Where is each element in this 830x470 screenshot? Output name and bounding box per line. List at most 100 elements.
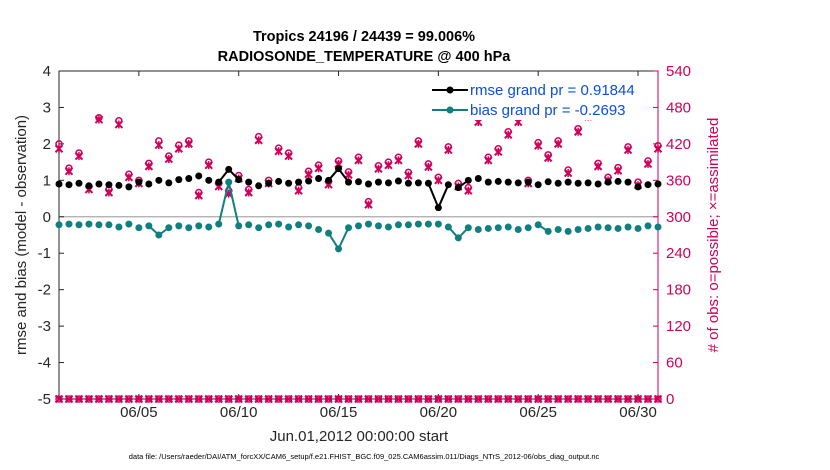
rmse-point — [404, 179, 412, 187]
obs-rejected-point — [214, 394, 223, 404]
obs-rejected-point — [454, 394, 463, 404]
obs-rejected-circle — [294, 395, 303, 403]
rmse-point — [65, 181, 73, 189]
bias-point — [614, 224, 622, 232]
rmse-point — [75, 179, 83, 187]
obs-rejected-stroke — [384, 394, 393, 404]
bias-point — [384, 223, 392, 231]
obs-rejected-circle — [334, 395, 343, 403]
bias-point — [195, 222, 203, 230]
obs-assimilated-point — [284, 151, 293, 161]
rmse-point — [504, 178, 512, 186]
obs-assimilated-point — [74, 151, 84, 161]
obs-rejected-circle — [514, 395, 522, 403]
right-tick-label: 360 — [666, 172, 691, 189]
obs-rejected-circle — [75, 395, 83, 403]
left-tick-label: -5 — [38, 391, 51, 408]
rmse-point — [255, 182, 263, 190]
bias-point — [115, 223, 123, 231]
obs-assimilated-point — [294, 186, 303, 195]
legend-rmse-label: rmse grand pr = 0.91844 — [470, 82, 635, 99]
obs-rejected-point — [494, 394, 503, 404]
x-tick-label: 06/15 — [320, 404, 358, 421]
rmse-point — [394, 177, 402, 185]
rmse-point — [494, 177, 502, 185]
bias-point — [574, 226, 582, 234]
rmse-point — [145, 180, 153, 188]
obs-rejected-stroke — [454, 394, 463, 404]
obs-rejected-point — [394, 394, 403, 404]
obs-rejected-circle — [554, 395, 562, 403]
rmse-point — [195, 172, 203, 180]
obs-rejected-stroke — [174, 394, 184, 404]
bias-point — [265, 221, 273, 229]
obs-rejected-point — [84, 394, 94, 404]
obs-rejected-point — [94, 394, 104, 404]
obs-rejected-circle — [524, 395, 532, 403]
bias-point — [474, 226, 482, 234]
rmse-point — [374, 178, 382, 186]
obs-rejected-point — [593, 394, 603, 404]
obs-rejected-point — [204, 394, 213, 404]
obs-rejected-point — [404, 394, 413, 404]
obs-rejected-circle — [624, 395, 632, 403]
obs-rejected-circle — [444, 395, 453, 403]
obs-rejected-stroke — [334, 394, 343, 404]
bias-point — [454, 234, 462, 242]
bias-point — [145, 222, 153, 230]
obs-rejected-stroke — [533, 394, 543, 404]
bias-point — [444, 223, 452, 231]
obs-rejected-circle — [504, 395, 512, 403]
obs-rejected-point — [573, 394, 583, 404]
obs-rejected-stroke — [64, 394, 74, 404]
obs-rejected-stroke — [613, 394, 623, 404]
obs-rejected-circle — [244, 395, 253, 403]
obs-rejected-point — [164, 394, 174, 404]
obs-rejected-circle — [394, 395, 403, 403]
obs-rejected-stroke — [54, 394, 64, 404]
bias-point — [504, 223, 512, 231]
x-tick-label: 06/25 — [519, 404, 557, 421]
rmse-point — [564, 178, 572, 186]
obs-rejected-circle — [135, 395, 143, 403]
rmse-point — [534, 181, 542, 189]
obs-assimilated-point — [533, 141, 543, 150]
rmse-point — [484, 178, 492, 186]
obs-rejected-stroke — [344, 394, 353, 404]
left-tick-label: 0 — [43, 209, 51, 226]
obs-rejected-point — [244, 394, 253, 404]
bias-point — [654, 223, 662, 231]
obs-assimilated-point — [94, 115, 104, 124]
obs-assimilated-point — [623, 145, 633, 155]
obs-assimilated-point — [254, 136, 263, 145]
rmse-point — [105, 181, 113, 189]
rmse-point — [345, 178, 353, 186]
obs-assimilated-point — [553, 139, 563, 149]
bias-segment — [217, 181, 230, 225]
obs-assimilated-point — [274, 146, 283, 156]
rmse-segment — [427, 182, 440, 209]
obs-rejected-stroke — [214, 394, 223, 404]
obs-rejected-point — [274, 394, 283, 404]
obs-assimilated-point — [174, 144, 184, 153]
bias-point — [285, 223, 293, 231]
left-tick-label: 3 — [43, 99, 51, 116]
obs-assimilated-point — [54, 144, 64, 153]
obs-rejected-point — [304, 394, 313, 404]
obs-rejected-stroke — [254, 394, 263, 404]
rmse-point — [514, 179, 522, 187]
obs-rejected-point — [583, 394, 593, 404]
obs-assimilated-point — [543, 153, 553, 163]
obs-assimilated-point — [444, 145, 453, 155]
obs-rejected-circle — [185, 395, 193, 403]
left-tick-label: -4 — [38, 355, 51, 372]
obs-rejected-circle — [95, 395, 103, 403]
rmse-point — [295, 178, 303, 186]
obs-rejected-point — [484, 394, 493, 404]
obs-assimilated-point — [184, 139, 193, 149]
obs-rejected-point — [254, 394, 263, 404]
bias-segment — [337, 227, 350, 250]
rmse-point — [135, 178, 143, 186]
rmse-point — [614, 177, 622, 185]
obs-rejected-stroke — [424, 394, 433, 404]
